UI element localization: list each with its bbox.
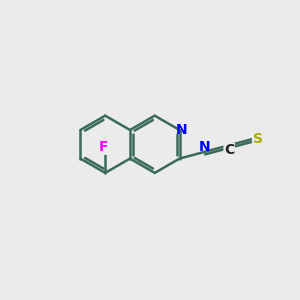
- Text: F: F: [99, 140, 109, 154]
- Text: N: N: [199, 140, 210, 154]
- Text: N: N: [176, 123, 187, 137]
- Text: S: S: [253, 132, 262, 145]
- Text: C: C: [224, 143, 234, 158]
